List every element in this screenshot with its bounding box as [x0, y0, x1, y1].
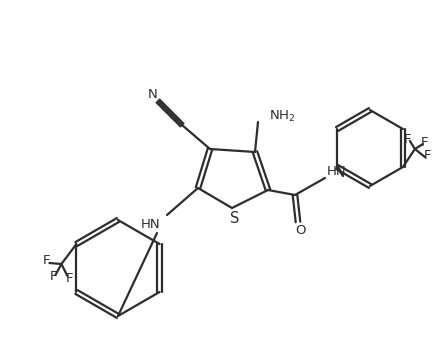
- Text: F: F: [421, 135, 429, 149]
- Text: F: F: [43, 254, 50, 268]
- Text: F: F: [404, 133, 411, 145]
- Text: HN: HN: [140, 218, 160, 230]
- Text: HN: HN: [327, 164, 347, 178]
- Text: F: F: [50, 271, 57, 283]
- Text: O: O: [295, 223, 305, 237]
- Text: F: F: [424, 149, 432, 161]
- Text: F: F: [66, 272, 73, 286]
- Text: S: S: [230, 211, 240, 226]
- Text: NH$_2$: NH$_2$: [269, 109, 295, 124]
- Text: N: N: [148, 87, 158, 101]
